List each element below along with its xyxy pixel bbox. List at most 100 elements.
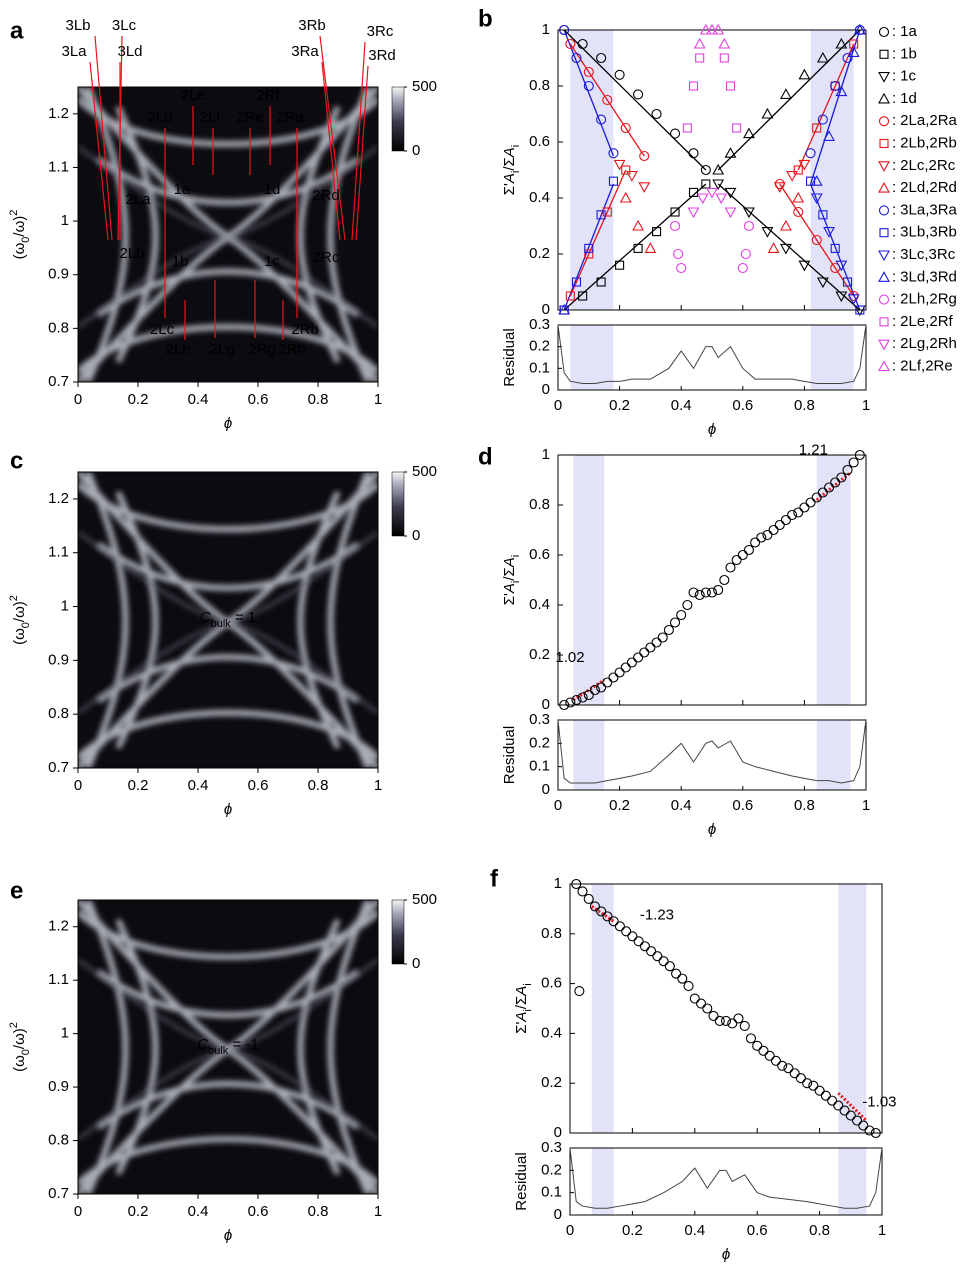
y-tick-label: 0.7: [48, 759, 69, 776]
legend-separator: :: [892, 45, 896, 62]
point: [820, 1090, 831, 1101]
legend-entry: :3Lb,3Rb: [892, 224, 957, 241]
mode-label: 2Re: [236, 109, 264, 126]
label-leader: [89, 61, 109, 241]
legend-separator: :: [892, 335, 896, 352]
y-axis-label-part: /Σ: [501, 567, 518, 580]
y-axis-label-part: 0: [20, 1049, 32, 1055]
point: [701, 179, 711, 189]
point: [787, 509, 798, 521]
legend-separator: :: [892, 246, 896, 263]
point: [830, 80, 841, 92]
point: [870, 1127, 881, 1139]
y-axis-label-part: /Σ: [501, 157, 518, 170]
point: [673, 248, 684, 260]
mode-label: 3Rd: [368, 47, 396, 64]
panel-label: f: [490, 865, 499, 892]
plot-frame: [77, 471, 379, 769]
legend-entry: :2Lf,2Re: [892, 357, 953, 374]
y-tick-label: 1.2: [48, 918, 69, 935]
x-tick-label: 0.6: [732, 797, 753, 814]
y-axis-label-part: i: [522, 1009, 534, 1011]
point: [842, 464, 853, 476]
legend-name: 3La,3Ra: [900, 201, 957, 218]
point: [789, 1068, 800, 1079]
point: [646, 946, 657, 957]
x-tick-label: 1: [374, 391, 382, 408]
y-tick-label: 0.8: [48, 705, 69, 722]
residual-label: Residual: [513, 1152, 530, 1210]
point: [589, 684, 601, 696]
mode-label: 2Le: [180, 87, 205, 104]
point: [571, 277, 582, 287]
y-tick-label: 0: [542, 781, 550, 798]
point: [779, 219, 792, 231]
point: [761, 227, 774, 238]
x-tick-label: 1: [374, 777, 382, 794]
x-tick-label: 0.6: [248, 1203, 269, 1220]
mode-label: 2Lc: [150, 321, 175, 338]
legend-separator: :: [892, 90, 896, 107]
legend-name: 2Lb,2Rb: [900, 134, 957, 151]
y-tick-label: 0.2: [541, 1161, 562, 1178]
point: [793, 206, 804, 218]
point: [720, 1015, 732, 1027]
point: [596, 114, 607, 125]
y-tick-label: 0.2: [529, 245, 550, 262]
point: [725, 81, 736, 91]
fit-line: [590, 905, 615, 923]
legend-name: 1c: [900, 68, 916, 85]
point: [688, 187, 699, 197]
x-axis-label: ϕ: [224, 1227, 232, 1244]
point: [770, 1055, 781, 1066]
legend-separator: :: [892, 224, 896, 241]
point: [559, 24, 570, 36]
label-leader: [351, 41, 366, 241]
fit-line: [563, 183, 707, 311]
legend-marker: [878, 250, 890, 262]
y-tick-label: 0.8: [48, 319, 69, 336]
y-axis-label-part: A: [513, 986, 530, 997]
x-tick-label: 0: [554, 797, 562, 814]
point: [619, 191, 632, 203]
legend-entry: :2Lh,2Rg: [892, 291, 957, 308]
legend-marker: [878, 271, 890, 282]
point: [632, 219, 645, 231]
point: [719, 53, 729, 63]
fit-label: 1.21: [799, 441, 828, 458]
y-axis-label-part: A: [501, 583, 518, 594]
point: [571, 878, 582, 890]
y-tick-label: 1.1: [48, 971, 69, 988]
x-axis-label: ϕ: [224, 801, 232, 818]
point: [858, 1120, 869, 1131]
point: [706, 587, 718, 598]
y-axis-label: (ω0/ω)2: [8, 210, 32, 260]
point: [773, 182, 786, 193]
point: [574, 986, 585, 997]
point: [799, 502, 810, 513]
point: [577, 38, 588, 50]
point: [670, 207, 680, 217]
point: [761, 107, 774, 119]
x-tick-label: 0.6: [248, 777, 269, 794]
x-tick-label: 0.6: [747, 1222, 768, 1239]
point: [565, 38, 576, 50]
legend-name: 1d: [900, 90, 917, 107]
point: [571, 694, 582, 706]
annotation: Cbulk = 1: [200, 609, 256, 630]
point: [700, 164, 711, 176]
legend-separator: :: [892, 313, 896, 330]
legend-marker: [878, 294, 890, 305]
legend-entry: :1c: [892, 68, 917, 85]
y-tick-label: 0.1: [529, 359, 550, 376]
point: [798, 260, 811, 272]
point: [817, 114, 828, 125]
colorbar-tick-label: 500: [412, 78, 437, 95]
point: [638, 182, 651, 193]
legend-separator: :: [892, 134, 896, 151]
point: [688, 81, 699, 91]
x-tick-label: 0.6: [248, 391, 269, 408]
point: [811, 234, 822, 246]
point: [620, 122, 631, 134]
